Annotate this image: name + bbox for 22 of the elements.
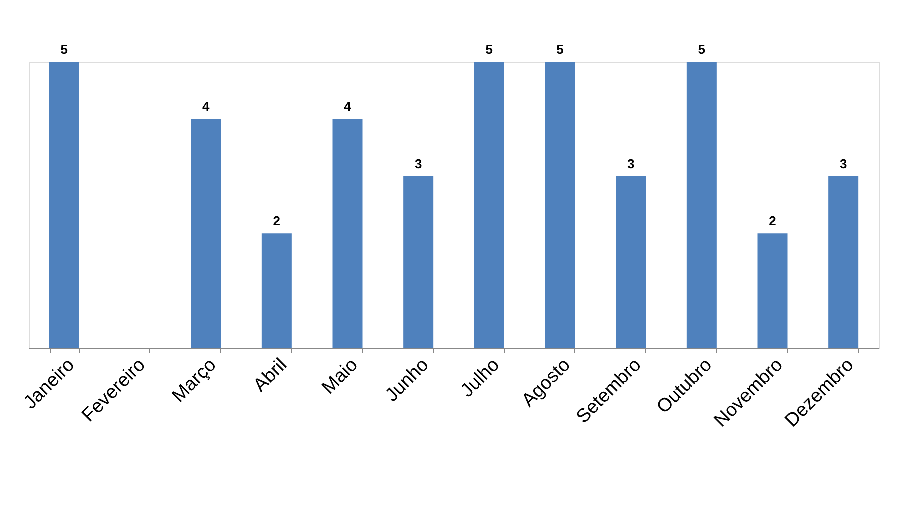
bar — [332, 119, 363, 348]
bar — [474, 62, 504, 348]
bar — [191, 119, 222, 348]
data-label: 5 — [698, 42, 706, 57]
data-label: 5 — [556, 42, 564, 57]
data-label: 5 — [60, 42, 68, 57]
data-label: 3 — [840, 156, 848, 172]
data-label: 5 — [486, 42, 494, 57]
data-label: 2 — [273, 214, 281, 229]
data-label: 3 — [414, 156, 422, 172]
data-label: 4 — [202, 99, 210, 114]
bar — [758, 234, 788, 348]
data-label: 2 — [769, 214, 776, 229]
bar — [828, 176, 859, 348]
bar — [404, 176, 434, 348]
data-label: 3 — [627, 156, 635, 172]
bar — [616, 176, 646, 348]
bar — [262, 234, 292, 348]
data-label: 4 — [344, 99, 352, 114]
bar — [545, 62, 576, 348]
bar — [686, 62, 717, 348]
bar — [49, 62, 80, 348]
